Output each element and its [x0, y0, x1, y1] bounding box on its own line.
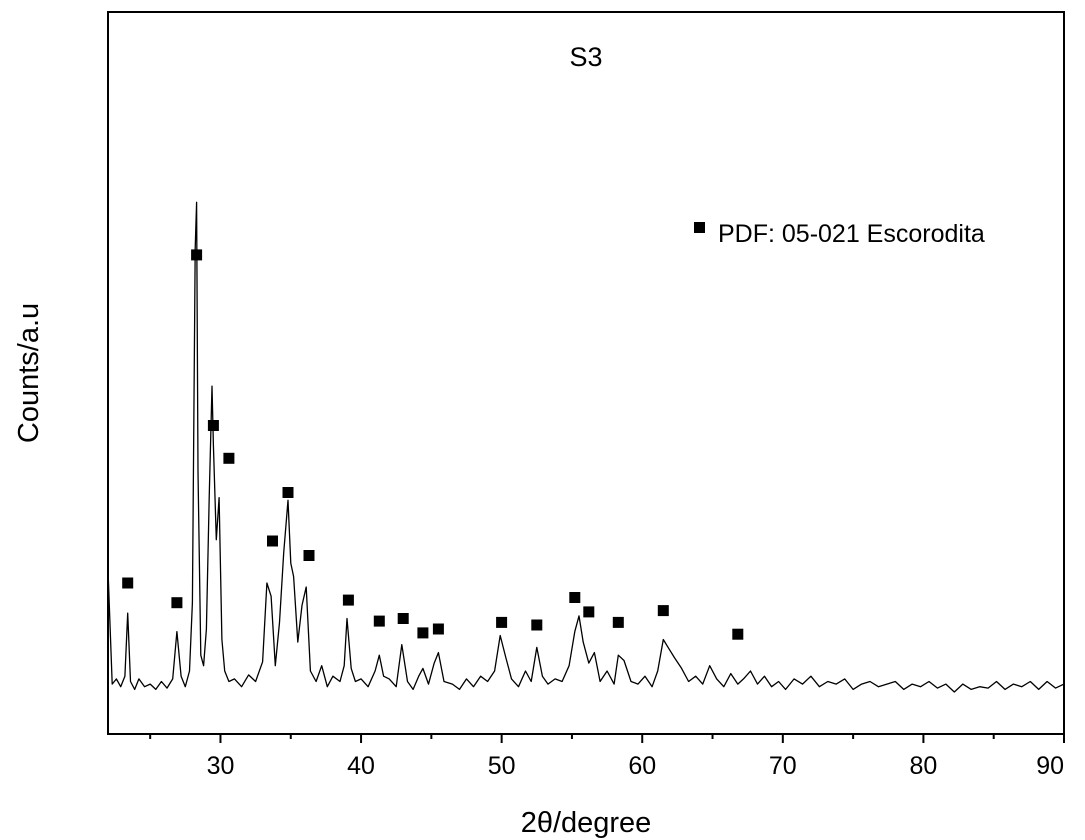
peak-marker [373, 615, 385, 627]
peak-marker [122, 577, 134, 589]
peak-marker [191, 249, 203, 261]
x-tick-label-80: 80 [910, 752, 938, 780]
peak-marker [657, 605, 669, 617]
peak-marker [732, 628, 744, 640]
escorodita-peak-markers [122, 249, 744, 640]
x-tick-label-50: 50 [488, 752, 516, 780]
x-axis-label: 2θ/degree [521, 807, 652, 839]
peak-marker [207, 420, 219, 431]
peak-marker [303, 550, 315, 561]
peak-marker [432, 623, 444, 635]
peak-marker [531, 619, 543, 631]
x-tick-label-30: 30 [207, 752, 235, 780]
peak-marker [223, 452, 235, 464]
peak-marker [583, 606, 595, 618]
peak-marker [342, 594, 354, 606]
peak-marker [569, 592, 581, 603]
x-tick-label-60: 60 [628, 752, 656, 780]
x-axis-ticks [149, 734, 1065, 743]
x-axis-tick-labels: 30 40 50 60 70 80 90 [207, 752, 1064, 780]
x-tick-label-90: 90 [1036, 752, 1064, 780]
peak-marker [612, 616, 624, 628]
peak-marker [267, 535, 278, 547]
x-tick-label-70: 70 [769, 752, 797, 780]
peak-marker [496, 616, 508, 628]
y-axis-label: Counts/a.u [13, 303, 45, 443]
chart-title: S3 [569, 42, 602, 72]
xrd-pattern-line [107, 201, 1065, 693]
peak-marker [171, 597, 183, 609]
peak-marker [397, 613, 409, 624]
peak-marker [282, 487, 294, 498]
x-tick-label-40: 40 [347, 752, 375, 780]
peak-marker [417, 627, 429, 639]
legend-marker-square [694, 222, 705, 233]
legend-label: PDF: 05-021 Escorodita [718, 220, 985, 248]
plot-frame [107, 11, 1065, 735]
